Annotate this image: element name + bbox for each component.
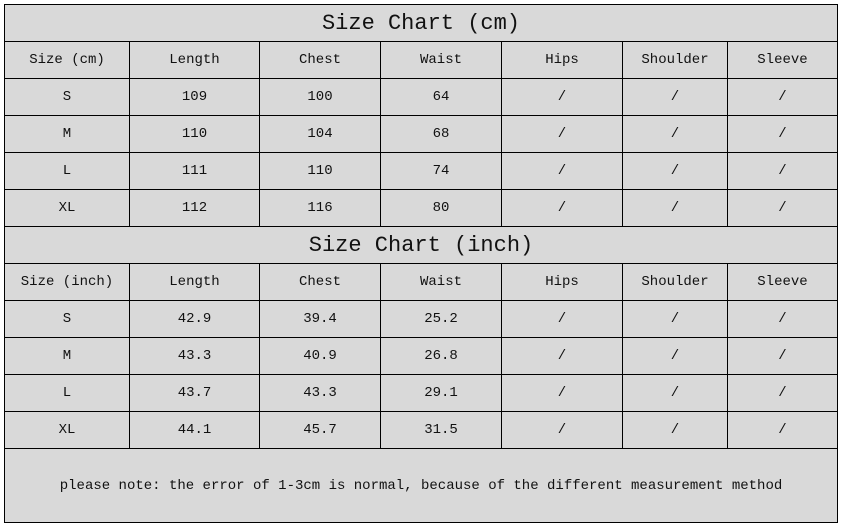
column-header: Size (inch)	[4, 263, 130, 301]
table-cell: 110	[129, 115, 260, 153]
table-cell: /	[622, 337, 728, 375]
table-row: XL 112 116 80// /	[4, 189, 838, 227]
table-cell: L	[4, 152, 130, 190]
table-cell: 45.7	[259, 411, 381, 449]
table-cell: 64	[380, 78, 502, 116]
table-row: M 110 104 68// /	[4, 115, 838, 153]
table-cell: 31.5	[380, 411, 502, 449]
table-cell: M	[4, 115, 130, 153]
table-row: XL 44.1 45.7 31.5// /	[4, 411, 838, 449]
table-cell: /	[622, 78, 728, 116]
table-cell: /	[622, 189, 728, 227]
table-cell: /	[622, 115, 728, 153]
table-cell: S	[4, 300, 130, 338]
table-cell: /	[501, 152, 623, 190]
table-row: S 109 100 64// /	[4, 78, 838, 116]
table-cell: 43.7	[129, 374, 260, 412]
table-cell: 104	[259, 115, 381, 153]
table-cell: 25.2	[380, 300, 502, 338]
column-header: Shoulder	[622, 41, 728, 79]
table-cell: 112	[129, 189, 260, 227]
table-cell: /	[501, 115, 623, 153]
column-header: Sleeve	[727, 41, 838, 79]
column-header: Sleeve	[727, 263, 838, 301]
inch_table-header-row: Size (inch) Length Chest Waist Hips Shoulder S…	[4, 263, 838, 301]
column-header: Chest	[259, 263, 381, 301]
inch_table-title-row: Size Chart (inch)	[4, 226, 838, 264]
table-cell: 74	[380, 152, 502, 190]
table-cell: 109	[129, 78, 260, 116]
table-cell: /	[727, 337, 838, 375]
table-cell: /	[622, 374, 728, 412]
column-header: Size (cm)	[4, 41, 130, 79]
table-cell: 43.3	[259, 374, 381, 412]
table-cell: /	[727, 189, 838, 227]
table-cell: 116	[259, 189, 381, 227]
table-cell: /	[501, 300, 623, 338]
table-cell: 42.9	[129, 300, 260, 338]
column-header: Chest	[259, 41, 381, 79]
table-cell: 29.1	[380, 374, 502, 412]
column-header: Length	[129, 263, 260, 301]
measurement-note: please note: the error of 1-3cm is norma…	[4, 448, 838, 523]
note-row: please note: the error of 1-3cm is norma…	[4, 448, 838, 523]
table-cell: /	[622, 411, 728, 449]
table-cell: L	[4, 374, 130, 412]
column-header: Hips	[501, 41, 623, 79]
table-cell: /	[727, 300, 838, 338]
table-cell: /	[727, 152, 838, 190]
table-cell: 26.8	[380, 337, 502, 375]
table-cell: 40.9	[259, 337, 381, 375]
table-cell: 39.4	[259, 300, 381, 338]
table-cell: /	[727, 115, 838, 153]
table-cell: 80	[380, 189, 502, 227]
table-cell: /	[501, 411, 623, 449]
table-cell: 43.3	[129, 337, 260, 375]
table-row: M 43.3 40.9 26.8// /	[4, 337, 838, 375]
size-chart-table: Size Chart (cm) Size (cm) Length Chest Waist…	[4, 4, 838, 523]
table-cell: /	[727, 78, 838, 116]
table-cell: /	[727, 411, 838, 449]
table-cell: S	[4, 78, 130, 116]
table-cell: 110	[259, 152, 381, 190]
table-cell: /	[622, 300, 728, 338]
table-cell: /	[727, 374, 838, 412]
table-cell: /	[501, 189, 623, 227]
table-cell: 111	[129, 152, 260, 190]
table-cell: XL	[4, 189, 130, 227]
table-cell: 68	[380, 115, 502, 153]
table-cell: /	[622, 152, 728, 190]
column-header: Waist	[380, 41, 502, 79]
table-row: L 43.7 43.3 29.1// /	[4, 374, 838, 412]
table-row: L 111 110 74// /	[4, 152, 838, 190]
table-cell: /	[501, 78, 623, 116]
table-cell: 44.1	[129, 411, 260, 449]
table-cell: /	[501, 374, 623, 412]
cm_table-title: Size Chart (cm)	[4, 4, 838, 42]
column-header: Waist	[380, 263, 502, 301]
inch_table-title: Size Chart (inch)	[4, 226, 838, 264]
table-cell: XL	[4, 411, 130, 449]
column-header: Shoulder	[622, 263, 728, 301]
table-cell: /	[501, 337, 623, 375]
cm_table-title-row: Size Chart (cm)	[4, 4, 838, 42]
table-cell: 100	[259, 78, 381, 116]
column-header: Hips	[501, 263, 623, 301]
table-row: S 42.9 39.4 25.2// /	[4, 300, 838, 338]
table-cell: M	[4, 337, 130, 375]
cm_table-header-row: Size (cm) Length Chest Waist Hips Shoulder Sle…	[4, 41, 838, 79]
column-header: Length	[129, 41, 260, 79]
